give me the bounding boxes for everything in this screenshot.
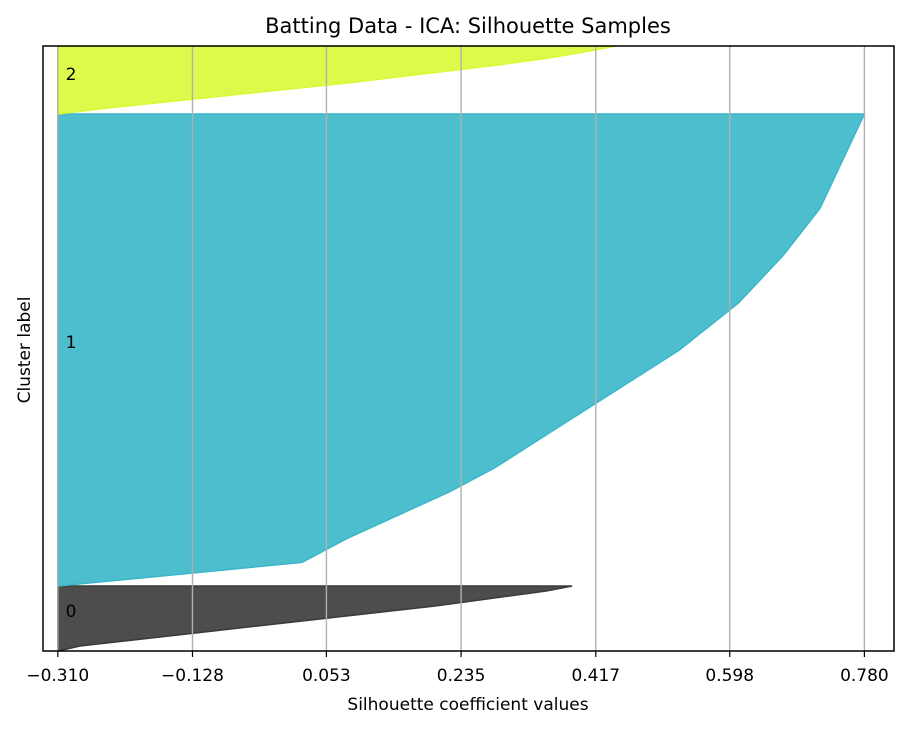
x-axis-ticks: −0.310 −0.128 0.053 0.235 0.417 0.598 0.780 [26,651,889,686]
cluster-labels: 0 1 2 [66,65,77,622]
y-axis-label: Cluster label [15,297,35,404]
cluster-2-area [57,45,617,115]
x-axis-label: Silhouette coefficient values [347,695,588,715]
cluster-label-0: 0 [66,602,77,622]
x-tick-label: 0.053 [302,666,351,686]
cluster-0-area [57,585,573,652]
plot-frame [42,45,895,652]
vertical-grid [57,46,866,651]
x-tick-label: 0.598 [705,666,754,686]
x-tick-label: −0.310 [26,666,89,686]
x-tick-label: −0.128 [161,666,224,686]
chart-title: Batting Data - ICA: Silhouette Samples [265,14,671,38]
cluster-label-1: 1 [66,333,77,353]
cluster-label-2: 2 [66,65,77,85]
x-tick-label: 0.417 [571,666,620,686]
x-tick-label: 0.235 [437,666,486,686]
x-tick-label: 0.780 [840,666,889,686]
